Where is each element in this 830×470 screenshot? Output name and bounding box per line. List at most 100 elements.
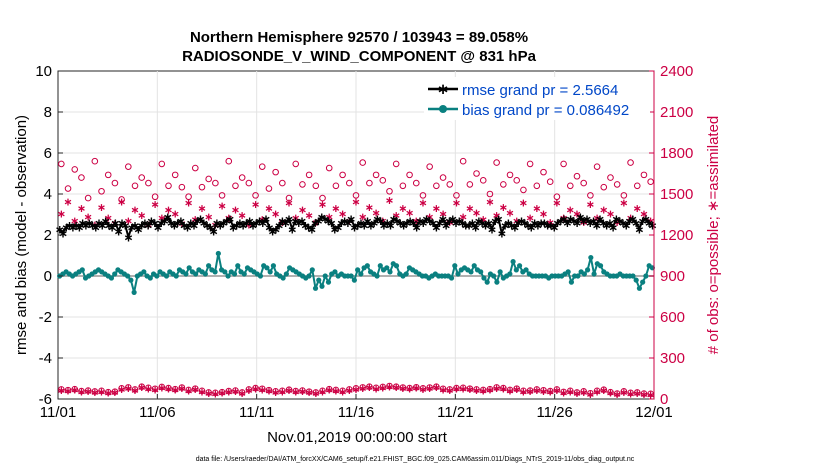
obs-assimilated-point: ∗ [599,205,608,217]
y-left-tick-label: 10 [35,63,52,80]
obs-possible-point [640,390,648,397]
obs-assimilated-point: ∗ [606,209,615,221]
obs-possible-point [392,383,400,391]
obs-assimilated-point: ∗ [144,383,153,395]
rmse-point: ∗ [359,218,369,232]
bias-series [57,250,655,295]
obs-possible-point [359,159,366,166]
rmse-point: ∗ [136,218,146,232]
bias-point [332,269,338,275]
obs-possible-point [252,384,259,392]
obs-possible-point [138,383,146,391]
obs-possible-point [466,181,474,188]
x-tick-label: 11/16 [338,404,374,421]
bias-point [364,263,370,269]
rmse-point: ∗ [516,214,526,228]
obs-assimilated-point: ∗ [445,385,454,397]
rmse-point: ∗ [565,212,575,226]
obs-assimilated-point: ∗ [318,199,327,211]
y-axis-left-label: rmse and bias (model - observation) [13,115,30,355]
rmse-point: ∗ [621,218,631,232]
obs-assimilated-point: ∗ [479,214,488,226]
obs-assimilated-point: ∗ [177,218,186,230]
obs-possible-point [272,168,279,176]
y-right-tick-label: 1800 [660,145,693,162]
obs-possible-point [607,388,614,396]
rmse-point: ∗ [297,214,307,228]
obs-possible-point [225,157,233,165]
legend-rmse-label: rmse grand pr = 2.5664 [462,82,618,99]
bias-point [374,273,380,279]
bias-point [597,263,604,269]
rmse-point: ∗ [421,212,431,226]
obs-assimilated-point: ∗ [505,385,514,397]
rmse-point: ∗ [277,214,287,228]
bias-point [516,263,523,269]
bias-point [351,277,357,283]
rmse-point: ∗ [634,222,644,236]
obs-possible-point [332,386,340,394]
rmse-point: ∗ [389,212,399,226]
rmse-point: ∗ [405,214,415,228]
obs-assimilated-point: ∗ [258,214,267,226]
rmse-point: ∗ [254,214,264,228]
obs-possible-point [386,382,393,390]
obs-possible-point [366,179,373,187]
x-axis-label: Nov.01,2019 00:00:00 start [267,429,448,446]
obs-possible-point [566,182,574,190]
obs-possible-point [553,386,561,393]
obs-assimilated-point: ∗ [311,388,320,400]
obs-assimilated-point: ∗ [84,386,93,398]
obs-possible-point [178,183,186,191]
rmse-point: ∗ [264,220,274,234]
bias-point [264,265,270,271]
rmse-point: ∗ [261,212,271,226]
rmse-point: ∗ [484,216,494,230]
rmse-point: ∗ [127,220,137,234]
obs-assimilated-point: ∗ [358,211,367,223]
rmse-point: ∗ [362,214,372,228]
rmse-point: ∗ [474,214,484,228]
rmse-point: ∗ [608,220,618,234]
obs-possible-point [165,384,172,392]
obs-assimilated-point: ∗ [499,384,508,396]
bias-point [636,285,643,291]
rmse-point: ∗ [385,218,395,232]
obs-assimilated-point: ∗ [104,388,113,400]
rmse-point: ∗ [451,216,461,230]
bias-point [312,285,319,291]
obs-possible-point [98,387,105,395]
rmse-point: ∗ [412,220,422,234]
rmse-point: ∗ [533,218,543,232]
obs-possible-point [125,384,132,391]
obs-assimilated-point: ∗ [150,384,159,396]
obs-assimilated-point: ∗ [592,386,601,398]
obs-assimilated-point: ∗ [432,382,441,394]
rmse-point: ∗ [71,218,81,232]
bias-point [452,263,458,269]
rmse-point: ∗ [444,214,454,228]
obs-assimilated-point: ∗ [425,211,434,223]
obs-possible-point [78,387,85,395]
rmse-point: ∗ [438,212,448,226]
obs-assimilated-point: ∗ [646,389,655,401]
obs-possible-point [533,182,541,190]
rmse-point: ∗ [215,218,225,232]
obs-possible-point [272,388,279,395]
rmse-point: ∗ [235,216,245,230]
rmse-point: ∗ [402,216,412,230]
obs-possible-point [84,387,92,394]
rmse-point: ∗ [464,218,474,232]
rmse-point: ∗ [628,212,638,226]
rmse-point: ∗ [366,218,376,232]
obs-assimilated-point: ∗ [405,207,414,219]
y-left-tick-label: -6 [39,391,52,408]
rmse-point: ∗ [241,216,251,230]
bias-point [355,267,361,273]
y-left-tick-labels: -6 -4 -2 0 2 4 6 8 10 [35,63,52,408]
obs-assimilated-point: ∗ [492,210,501,222]
rmse-point: ∗ [195,212,205,226]
rmse-point: ∗ [480,218,490,232]
obs-assimilated-point: ∗ [278,217,287,229]
bias-point [202,271,208,277]
